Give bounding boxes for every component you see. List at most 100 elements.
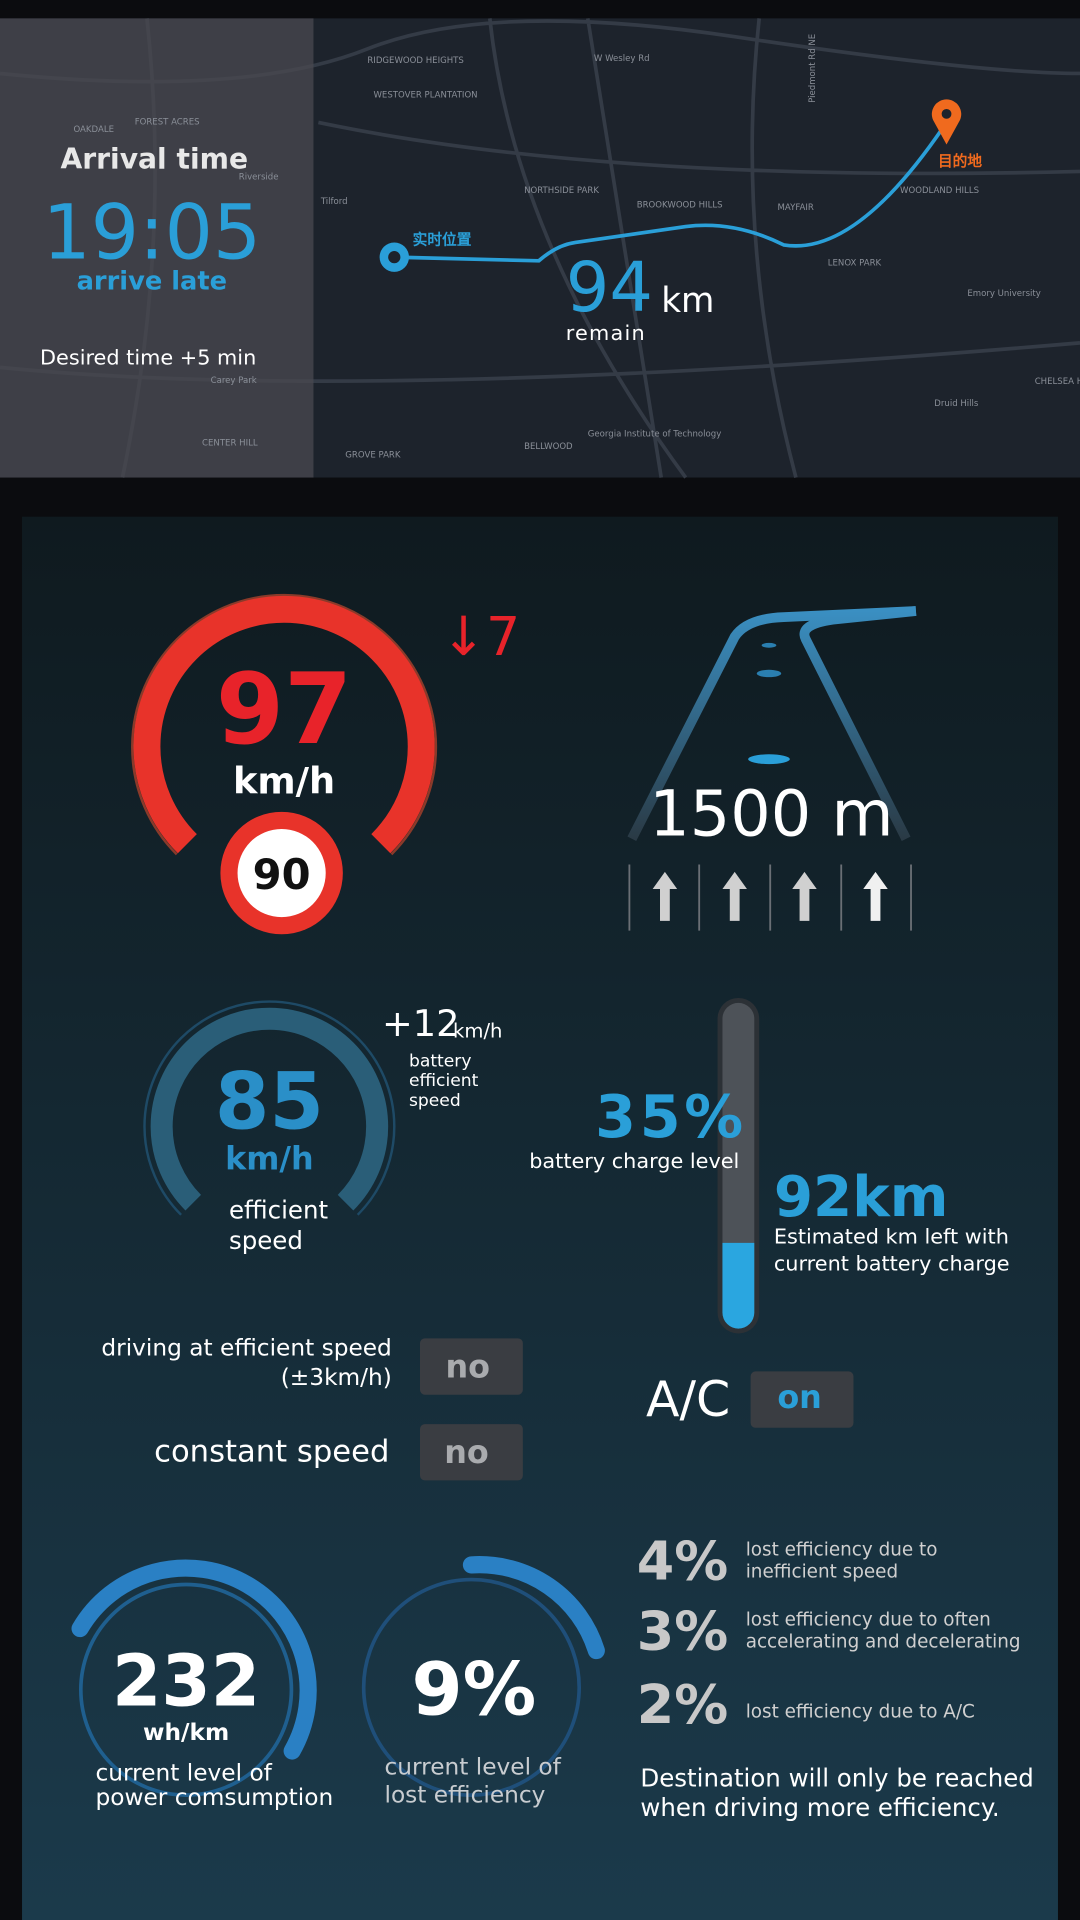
route (394, 117, 951, 263)
speed-gauge (133, 595, 435, 854)
efficient-speed-unit: km/h (225, 1139, 314, 1177)
map-label: GROVE PARK (345, 451, 401, 461)
current-position-label: 实时位置 (413, 231, 472, 249)
loss-label: accelerating and decelerating (746, 1632, 1021, 1653)
arrival-time: 19:05 (42, 189, 261, 277)
road-left (627, 606, 917, 841)
efficient-delta-label: speed (409, 1091, 461, 1111)
constant-speed-status: no (444, 1433, 489, 1471)
efficient-driving-status: no (445, 1348, 490, 1386)
lost-efficiency-label: lost efficiency (384, 1782, 545, 1809)
speed-gauge-outline (131, 593, 438, 856)
ac-label: A/C (646, 1371, 730, 1428)
efficient-gauge-outline (143, 1000, 396, 1216)
destination-label: 目的地 (938, 152, 982, 170)
map-label: Emory University (967, 289, 1041, 299)
battery-range-label: current battery charge (774, 1252, 1010, 1276)
map-label: MAYFAIR (778, 203, 814, 213)
lane-dividers (628, 864, 912, 931)
info-panel (22, 516, 1058, 1920)
map-label: WESTOVER PLANTATION (373, 91, 477, 101)
loss-label: lost efficiency due to A/C (746, 1701, 975, 1722)
loss-value: 4% (637, 1530, 728, 1593)
destination-pin-dot (941, 108, 952, 119)
battery-range: 92km (774, 1165, 948, 1230)
lost-efficiency-gauge (462, 1556, 605, 1660)
map: RIDGEWOOD HEIGHTS WESTOVER PLANTATION W … (0, 18, 1080, 479)
speed-unit: km/h (233, 760, 335, 803)
map-label: FOREST ACRES (135, 117, 200, 127)
road-marker (748, 754, 790, 765)
speed-limit-inner (237, 828, 326, 918)
message: Destination will only be reached (640, 1763, 1033, 1792)
loss-label: lost efficiency due to often (746, 1610, 991, 1631)
efficient-speed-label: efficient (229, 1195, 329, 1224)
current-position-dot (388, 251, 401, 264)
power-gauge-outline (78, 1582, 294, 1797)
map-label: OAKDALE (73, 125, 114, 135)
map-label: W Wesley Rd (594, 54, 650, 64)
efficient-delta-label: efficient (409, 1071, 479, 1091)
speed-value: 97 (216, 653, 352, 767)
status-badge (420, 1424, 523, 1481)
arrival-status: arrive late (77, 267, 228, 297)
lane-arrows (652, 871, 888, 921)
navigation-distance: 1500 m (649, 777, 893, 851)
arrival-panel (0, 18, 314, 478)
message: when driving more efficiency. (640, 1793, 999, 1822)
speed-limit: 90 (253, 850, 311, 899)
destination-pin (931, 99, 962, 145)
loss-label: inefficient speed (746, 1562, 898, 1583)
road-marker (756, 669, 782, 678)
efficient-speed-value: 85 (215, 1057, 324, 1148)
battery-level-label: battery charge level (529, 1149, 739, 1173)
map-label: CENTER HILL (202, 438, 258, 448)
map-label: RIDGEWOOD HEIGHTS (367, 56, 464, 66)
map-label: Tilford (320, 197, 348, 207)
ac-status: on (777, 1378, 822, 1416)
map-label: LENOX PARK (828, 258, 882, 268)
distance-value: 94 (566, 248, 653, 328)
battery-range-label: Estimated km left with (774, 1225, 1009, 1249)
map-label: Riverside (239, 173, 279, 183)
loss-value: 3% (637, 1600, 728, 1663)
map-label: CHELSEA HEIGHTS (1035, 377, 1080, 387)
map-label: Piedmont Rd NE (808, 34, 818, 103)
map-label: Carey Park (211, 376, 257, 386)
road-marker (761, 642, 777, 648)
battery-level: 35% (595, 1082, 747, 1151)
map-label: BROOKWOOD HILLS (637, 201, 723, 211)
map-label: BELLWOOD (524, 442, 573, 452)
efficient-delta-label: battery (409, 1052, 472, 1072)
power-label: current level of (96, 1760, 273, 1787)
map-label: Druid Hills (934, 399, 979, 409)
speed-delta: ↓7 (441, 605, 520, 668)
constant-speed-label: constant speed (154, 1435, 389, 1470)
lost-efficiency-value: 9% (412, 1647, 537, 1732)
status-badge (750, 1371, 854, 1428)
efficient-driving-label: (±3km/h) (281, 1364, 392, 1391)
lost-efficiency-gauge-outline (361, 1577, 582, 1797)
lost-efficiency-label: current level of (384, 1753, 561, 1780)
efficient-gauge (150, 1007, 389, 1211)
efficient-delta-value: +12 (382, 1002, 460, 1045)
arrival-note: Desired time +5 min (40, 346, 256, 370)
map-label: Georgia Institute of Technology (588, 430, 722, 440)
battery-fill (722, 1242, 755, 1329)
efficient-speed-label: speed (229, 1226, 303, 1255)
loss-label: lost efficiency due to (746, 1540, 938, 1561)
road-right (799, 606, 917, 841)
power-unit: wh/km (143, 1719, 229, 1746)
map-label: WOODLAND HILLS (900, 186, 979, 196)
map-label: NORTHSIDE PARK (524, 186, 599, 196)
arrival-title: Arrival time (60, 143, 248, 176)
distance-unit: km (661, 281, 714, 321)
status-badge (420, 1338, 523, 1395)
loss-value: 2% (637, 1673, 728, 1736)
power-value: 232 (112, 1640, 260, 1723)
power-gauge (71, 1559, 317, 1760)
distance-label: remain (566, 321, 646, 345)
efficient-driving-label: driving at efficient speed (101, 1335, 391, 1362)
efficient-delta-unit: km/h (453, 1020, 502, 1043)
